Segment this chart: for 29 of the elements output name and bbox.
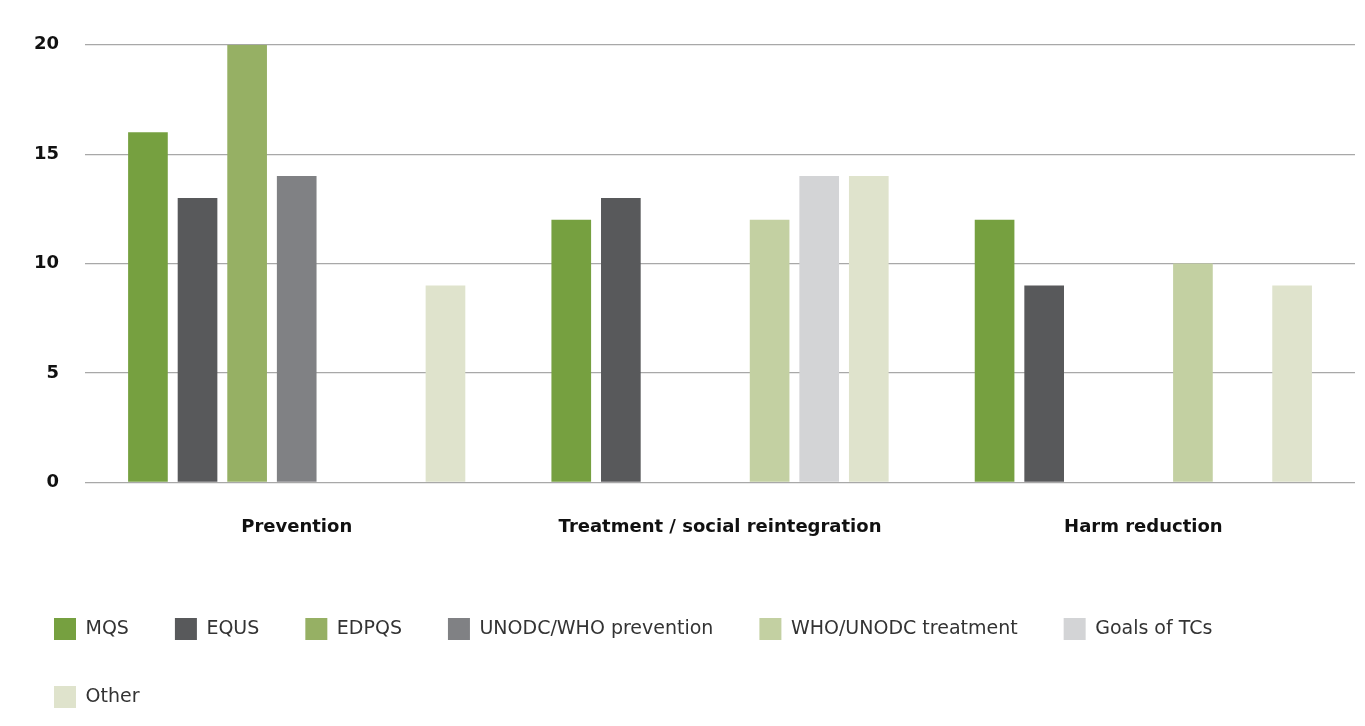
bar: [1024, 285, 1064, 482]
y-tick-label: 20: [33, 32, 60, 54]
bar: [799, 176, 840, 482]
x-tick-label: Harm reduction: [1064, 514, 1223, 536]
legend-label: EDPQS: [336, 615, 402, 638]
legend-label: UNODC/WHO prevention: [479, 615, 714, 638]
bar: [551, 219, 592, 482]
bar: [1272, 285, 1312, 482]
bar: [177, 197, 218, 482]
bar: [848, 176, 889, 482]
bar: [425, 285, 466, 482]
bar: [974, 219, 1015, 482]
legend-label: EQUS: [206, 615, 260, 638]
y-tick-label: 10: [33, 251, 60, 273]
x-tick-label: Treatment / social reintegration: [558, 514, 882, 536]
y-tick-label: 5: [46, 360, 60, 382]
legend-label: WHO/UNODC treatment: [790, 615, 1018, 638]
bar: [276, 176, 317, 482]
legend-label: MQS: [85, 615, 129, 638]
bar: [601, 197, 641, 482]
bar: [128, 132, 168, 482]
legend-label: Goals of TCs: [1095, 615, 1213, 638]
x-tick-label: Prevention: [241, 514, 353, 536]
y-tick-label: 15: [33, 141, 60, 163]
bar: [227, 44, 267, 482]
bar: [749, 219, 790, 482]
legend-label: Other: [85, 683, 140, 706]
y-tick-label: 0: [46, 470, 60, 492]
bar: [1173, 263, 1213, 482]
